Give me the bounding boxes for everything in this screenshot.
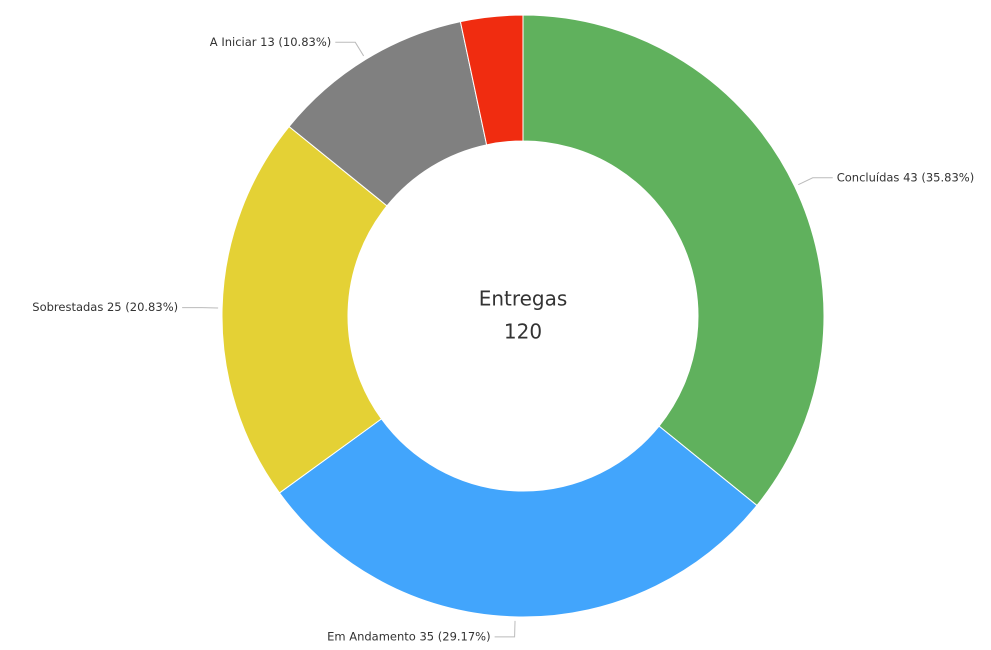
center-value: 120 <box>504 320 542 344</box>
leader-line <box>798 177 833 186</box>
data-label: Em Andamento 35 (29.17%) <box>327 629 491 643</box>
donut-slice <box>278 418 758 618</box>
leader-line <box>335 41 365 57</box>
donut-slice <box>459 14 524 146</box>
donut-slice <box>522 14 825 507</box>
data-label: Concluídas 43 (35.83%) <box>837 170 974 184</box>
leader-line <box>494 620 516 638</box>
center-title: Entregas <box>479 287 568 311</box>
donut-slice <box>221 125 388 494</box>
data-label: Sobrestadas 25 (20.83%) <box>32 300 178 314</box>
data-label: A Iniciar 13 (10.83%) <box>210 35 331 49</box>
